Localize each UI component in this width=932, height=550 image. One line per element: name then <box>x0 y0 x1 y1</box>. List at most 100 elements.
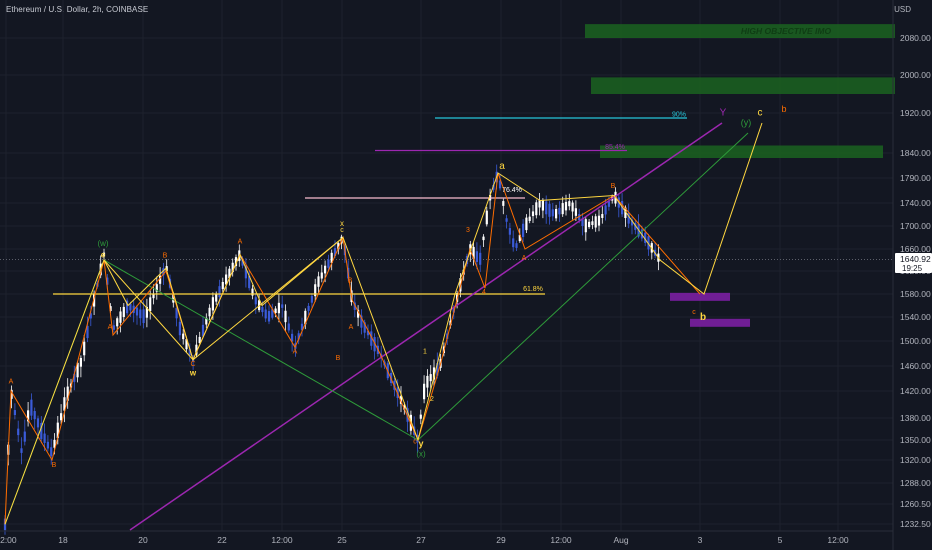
wave-label: b <box>700 312 706 323</box>
candle <box>584 217 587 241</box>
candle <box>231 258 234 277</box>
candle <box>647 233 650 256</box>
time-tick: 22 <box>217 535 227 545</box>
candle <box>46 435 49 452</box>
candle <box>73 365 76 391</box>
price-tick: 1580.00 <box>900 289 931 299</box>
candle <box>297 330 300 345</box>
candle <box>254 292 257 314</box>
candle <box>654 242 657 259</box>
wave-label: 4 <box>482 289 486 296</box>
yellow-wave <box>4 122 763 525</box>
candle <box>264 303 267 323</box>
yellow-triangle <box>103 237 344 361</box>
wave-label: B <box>611 183 616 190</box>
wave-label: 1 <box>423 349 427 356</box>
price-axis: 2080.00 2000.00 1920.00 1840.00 1790.00 1740.… <box>892 0 931 550</box>
price-tick: 2080.00 <box>900 33 931 43</box>
candle <box>479 245 482 272</box>
wave-label: A <box>522 255 527 262</box>
candle <box>564 194 568 216</box>
wave-label: C <box>190 361 195 368</box>
candle <box>399 386 403 413</box>
wave-label: 3 <box>466 227 470 234</box>
candle <box>568 193 571 211</box>
candle <box>558 201 561 222</box>
candle <box>472 242 475 266</box>
candle <box>538 193 541 216</box>
candle <box>617 194 620 218</box>
time-tick: 18 <box>58 535 68 545</box>
candle <box>33 407 36 430</box>
time-tick: 29 <box>496 535 506 545</box>
candle <box>258 294 261 313</box>
target-zones: HIGH OBJECTIVE IMO <box>585 24 895 327</box>
candle <box>182 328 185 345</box>
wave-label: A <box>9 379 14 386</box>
zone-label: HIGH OBJECTIVE IMO <box>741 26 832 36</box>
price-tick: 1840.00 <box>900 148 931 158</box>
wave-lines <box>4 117 763 531</box>
candle <box>591 215 594 230</box>
candle <box>360 309 363 335</box>
candle <box>528 208 531 224</box>
candle <box>634 219 637 235</box>
candle <box>10 385 13 409</box>
candle <box>502 198 505 215</box>
candle <box>498 174 502 191</box>
price-tick: 1320.00 <box>900 455 931 465</box>
candle <box>607 196 610 211</box>
candle <box>135 304 139 325</box>
candle <box>505 214 508 229</box>
candle <box>419 409 422 425</box>
candle <box>17 420 20 443</box>
price-tick: 1700.00 <box>900 221 931 231</box>
target-zone <box>690 318 750 327</box>
wave-label: B <box>336 355 341 362</box>
price-tick: 1288.00 <box>900 478 931 488</box>
candle <box>541 198 544 219</box>
candle <box>320 264 323 283</box>
price-tick: 1920.00 <box>900 108 931 118</box>
candle <box>284 304 287 332</box>
candle <box>300 317 304 337</box>
candle <box>426 369 429 398</box>
price-tick: 1460.00 <box>900 361 931 371</box>
candle <box>317 271 320 295</box>
price-tick: 2000.00 <box>900 70 931 80</box>
target-zone <box>591 77 895 94</box>
candle <box>291 329 294 352</box>
candle <box>366 324 370 340</box>
time-tick: Aug <box>613 535 628 545</box>
candle <box>314 278 317 303</box>
candle <box>198 331 201 346</box>
candle <box>119 307 122 333</box>
price-tick: 1740.00 <box>900 198 931 208</box>
candle <box>581 212 584 236</box>
candle <box>20 437 23 465</box>
candle <box>27 401 30 427</box>
wave-label: B <box>52 462 57 469</box>
candle <box>363 319 366 339</box>
candle <box>40 416 43 444</box>
candle <box>327 254 330 272</box>
target-zone <box>600 145 883 158</box>
candle <box>548 200 551 225</box>
wave-label: x <box>340 219 344 228</box>
candle <box>251 284 254 300</box>
wave-label: y <box>418 439 423 449</box>
wave-label: 2 <box>430 396 434 403</box>
price-tick: 1260.50 <box>900 499 931 509</box>
fib-label: 76.4% <box>502 187 522 194</box>
time-tick: 3 <box>698 535 703 545</box>
candle <box>588 219 591 229</box>
candle <box>86 316 89 343</box>
current-price-value: 1640.92 <box>900 254 931 264</box>
candle <box>601 206 604 224</box>
candle <box>83 334 86 362</box>
time-tick: 27 <box>416 535 426 545</box>
candle <box>508 222 511 244</box>
candle <box>248 270 251 291</box>
candle <box>597 209 601 232</box>
